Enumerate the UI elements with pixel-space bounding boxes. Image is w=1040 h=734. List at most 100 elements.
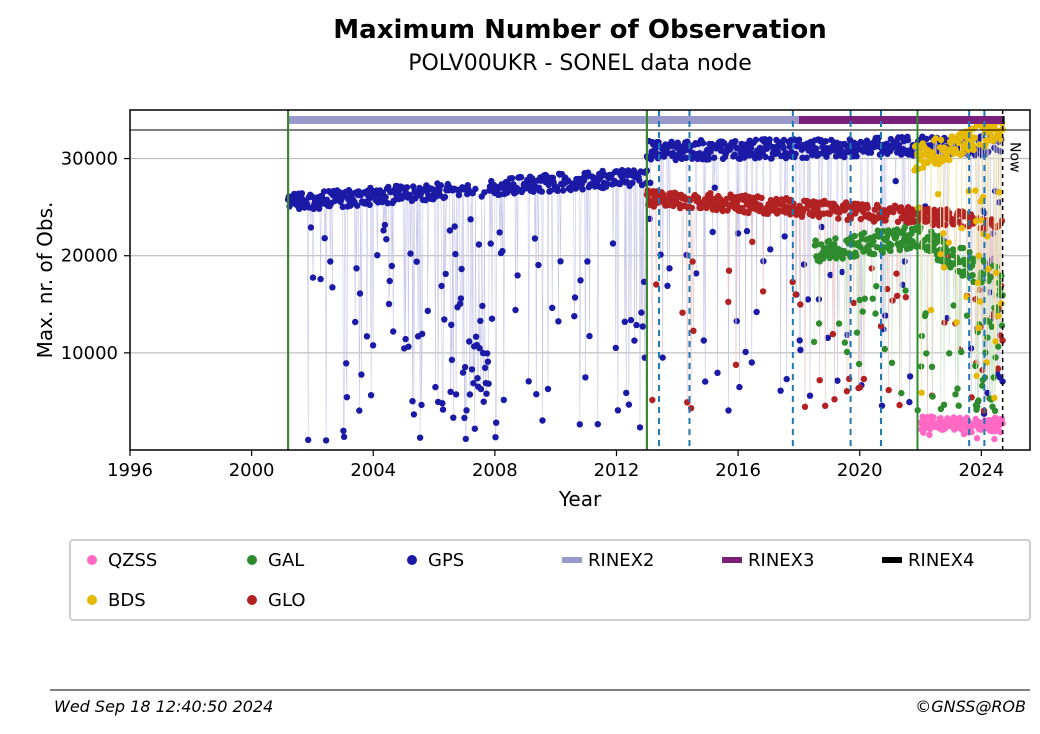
data-point	[938, 137, 944, 143]
data-point	[725, 299, 731, 305]
data-point	[959, 150, 965, 156]
data-point	[458, 295, 464, 301]
data-point	[595, 421, 601, 427]
data-point	[749, 239, 755, 245]
data-point	[666, 265, 672, 271]
data-point	[343, 360, 349, 366]
data-point	[402, 336, 408, 342]
data-point	[882, 312, 888, 318]
data-point	[407, 250, 413, 256]
data-point	[443, 271, 449, 277]
data-point	[817, 377, 823, 383]
data-point	[453, 391, 459, 397]
data-point	[993, 270, 999, 276]
data-point	[473, 334, 479, 340]
data-point	[896, 402, 902, 408]
data-point	[577, 421, 583, 427]
data-point	[823, 138, 829, 144]
data-point	[382, 194, 388, 200]
data-point	[317, 276, 323, 282]
data-point	[555, 318, 561, 324]
data-point	[905, 137, 911, 143]
legend-label: GPS	[428, 550, 464, 571]
data-point	[941, 264, 947, 270]
data-point	[972, 187, 978, 193]
data-point	[764, 146, 770, 152]
data-point	[357, 290, 363, 296]
data-point	[417, 435, 423, 441]
data-point	[873, 283, 879, 289]
data-point	[579, 186, 585, 192]
data-point	[868, 149, 874, 155]
data-point	[834, 378, 840, 384]
data-point	[452, 251, 458, 257]
data-point	[857, 384, 863, 390]
data-point	[308, 224, 314, 230]
data-point	[409, 398, 415, 404]
data-point	[479, 303, 485, 309]
data-point	[327, 258, 333, 264]
data-point	[922, 310, 928, 316]
data-point	[733, 362, 739, 368]
legend-label: RINEX2	[588, 550, 654, 571]
data-point	[974, 435, 980, 441]
data-point	[425, 308, 431, 314]
data-point	[389, 263, 395, 269]
footer-copyright: ©GNSS@ROB	[915, 697, 1026, 716]
data-point	[370, 342, 376, 348]
data-point	[539, 417, 545, 423]
data-point	[463, 407, 469, 413]
data-point	[467, 391, 473, 397]
data-point	[442, 194, 448, 200]
data-point	[649, 397, 655, 403]
data-point	[637, 424, 643, 430]
data-point	[805, 296, 811, 302]
data-point	[928, 307, 934, 313]
data-point	[760, 288, 766, 294]
now-label: Now	[1007, 142, 1023, 173]
data-point	[953, 319, 959, 325]
data-point	[702, 378, 708, 384]
data-point	[438, 283, 444, 289]
data-point	[710, 229, 716, 235]
data-point	[918, 390, 924, 396]
xtick-label: 2024	[958, 460, 1004, 481]
data-point	[899, 282, 905, 288]
data-point	[819, 224, 825, 230]
data-point	[509, 175, 515, 181]
chart-title: Maximum Number of Observation	[333, 15, 826, 45]
data-point	[640, 323, 646, 329]
data-point	[758, 195, 764, 201]
data-point	[555, 188, 561, 194]
availability-bar-rinex3	[799, 116, 1003, 124]
data-point	[944, 248, 950, 254]
data-point	[836, 320, 842, 326]
data-point	[411, 411, 417, 417]
data-point	[952, 391, 958, 397]
data-point	[960, 245, 966, 251]
legend-label: GLO	[268, 590, 306, 611]
data-point	[452, 223, 458, 229]
data-point	[440, 406, 446, 412]
data-point	[557, 258, 563, 264]
data-point	[898, 390, 904, 396]
data-point	[742, 349, 748, 355]
data-point	[514, 272, 520, 278]
data-point	[533, 391, 539, 397]
data-point	[887, 248, 893, 254]
data-point	[386, 301, 392, 307]
data-point	[629, 180, 635, 186]
data-point	[439, 400, 445, 406]
data-point	[571, 313, 577, 319]
data-point	[310, 274, 316, 280]
data-point	[582, 374, 588, 380]
data-point	[901, 258, 907, 264]
data-point	[937, 251, 943, 257]
data-point	[419, 331, 425, 337]
data-point	[942, 222, 948, 228]
data-point	[831, 396, 837, 402]
data-point	[844, 349, 850, 355]
data-point	[354, 203, 360, 209]
data-point	[610, 240, 616, 246]
data-point	[461, 415, 467, 421]
